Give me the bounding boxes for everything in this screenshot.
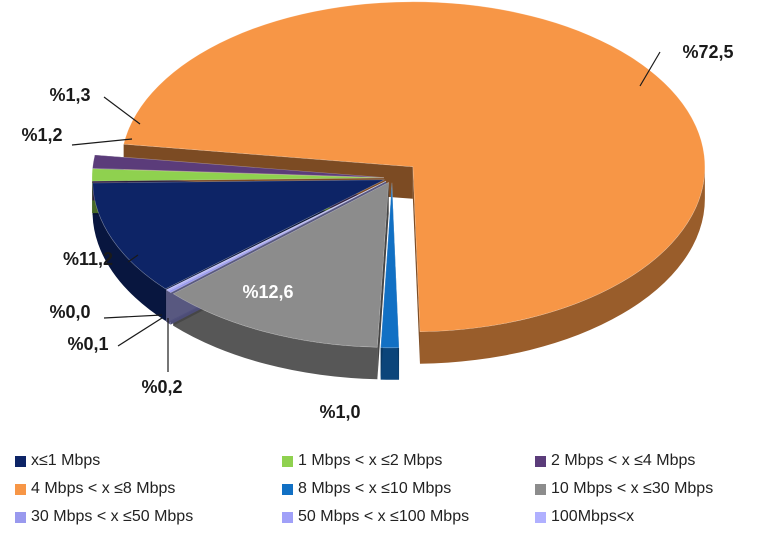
legend-label: 100Mbps<x — [551, 508, 635, 525]
legend-label: 8 Mbps < x ≤10 Mbps — [298, 480, 452, 497]
legend-item: 8 Mbps < x ≤10 Mbps — [282, 480, 451, 498]
leader-line — [127, 254, 139, 263]
data-label: %11,2 — [63, 249, 113, 269]
leader-line — [117, 317, 163, 347]
pie-chart: %11,2 %1,2 %1,3 %72,5 %1,0 %12,6 %0,2 %0,1 %0,0 — [21, 1, 734, 422]
pie-cut-face — [377, 182, 389, 380]
data-label: %0,0 — [49, 302, 90, 322]
legend-label: 2 Mbps < x ≤4 Mbps — [551, 452, 696, 469]
data-labels: %11,2 %1,2 %1,3 %72,5 %1,0 %12,6 %0,2 %0,1 %0,0 — [21, 42, 733, 422]
pie-slice — [165, 180, 387, 291]
pie-slice — [92, 154, 385, 178]
legend-swatch — [15, 511, 26, 523]
leader-line — [639, 51, 661, 87]
legend-item: 10 Mbps < x ≤30 Mbps — [535, 480, 713, 498]
legend-swatch — [15, 455, 26, 467]
pie-slice — [167, 180, 387, 293]
data-label: %1,0 — [319, 402, 360, 422]
legend-swatch — [282, 455, 293, 467]
leader-line — [71, 138, 133, 146]
pie-slice — [91, 168, 385, 182]
legend-item: 100Mbps<x — [535, 508, 634, 526]
legend-item: 4 Mbps < x ≤8 Mbps — [15, 480, 175, 498]
legend-swatch — [535, 483, 546, 495]
legend-label: x≤1 Mbps — [31, 452, 101, 469]
pie-side — [419, 166, 705, 364]
legend-label: 10 Mbps < x ≤30 Mbps — [551, 480, 714, 497]
pie-side — [173, 293, 378, 380]
data-label: %1,2 — [21, 125, 62, 145]
data-label: %1,3 — [49, 85, 90, 105]
data-label: %0,2 — [141, 377, 182, 397]
legend-item: 50 Mbps < x ≤100 Mbps — [282, 508, 469, 526]
legend-item: 30 Mbps < x ≤50 Mbps — [15, 508, 193, 526]
leader-lines — [71, 51, 661, 372]
data-label: %0,1 — [67, 334, 108, 354]
data-label: %12,6 — [242, 282, 293, 302]
pie-tops — [91, 1, 706, 349]
pie-slice — [166, 180, 387, 292]
pie-slice — [380, 182, 400, 349]
legend-item: 1 Mbps < x ≤2 Mbps — [282, 452, 442, 470]
pie-slice — [92, 179, 385, 290]
legend-label: 1 Mbps < x ≤2 Mbps — [298, 452, 443, 469]
pie-side — [380, 347, 400, 380]
legend-label: 50 Mbps < x ≤100 Mbps — [298, 508, 470, 525]
pie-slice — [172, 181, 389, 348]
leader-line — [103, 96, 141, 125]
data-label: %72,5 — [682, 42, 733, 62]
pie-slice — [123, 1, 706, 333]
legend-item: 2 Mbps < x ≤4 Mbps — [535, 452, 695, 470]
leader-line — [103, 314, 163, 319]
legend-swatch — [535, 511, 546, 523]
legend-item: x≤1 Mbps — [15, 452, 100, 470]
legend-swatch — [282, 483, 293, 495]
legend-swatch — [15, 483, 26, 495]
pie-cut-face — [412, 166, 420, 364]
legend-swatch — [535, 455, 546, 467]
pie-side — [92, 182, 166, 321]
legend-label: 30 Mbps < x ≤50 Mbps — [31, 508, 194, 525]
legend-label: 4 Mbps < x ≤8 Mbps — [31, 480, 176, 497]
legend-swatch — [282, 511, 293, 523]
